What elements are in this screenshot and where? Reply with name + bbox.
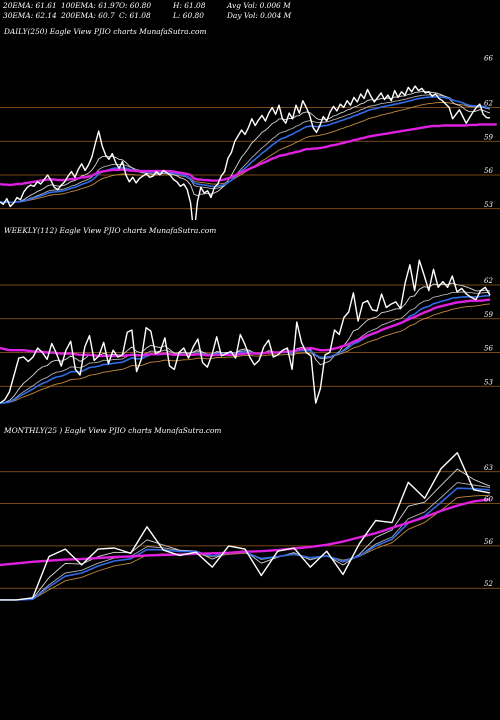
ema-blue-line [0, 95, 491, 204]
y-tick-label: 66 [484, 55, 493, 63]
wma-line [0, 123, 497, 187]
y-tick-label: 53 [484, 201, 493, 209]
ema100-stat: 100EMA: 61.97 [61, 1, 120, 10]
y-tick-label: 60 [484, 496, 493, 504]
daily-chart: 66 62 59 56 53 [0, 55, 500, 220]
wma-line [0, 298, 491, 358]
monthly-chart: 63 60 56 52 [0, 451, 500, 601]
day-vol-stat: Day Vol: 0.004 M [227, 10, 292, 20]
y-tick-label: 52 [484, 580, 493, 588]
open-stat: O: 60.80 [119, 1, 152, 10]
ema-mid-line [0, 94, 491, 203]
header-stats: 20EMA: 61.61 100EMA: 61.97 O: 60.80 H: 6… [3, 1, 291, 20]
price-line [0, 451, 491, 601]
high-stat: H: 61.08 [173, 1, 206, 10]
y-tick-label: 56 [484, 538, 493, 546]
y-tick-label: 56 [484, 167, 493, 175]
close-stat: C: 61.08 [119, 10, 151, 20]
y-tick-label: 63 [484, 464, 493, 472]
low-stat: L: 60.80 [173, 10, 204, 20]
y-tick-label: 53 [484, 378, 493, 386]
ema-blue-line [0, 294, 490, 404]
y-tick-label: 59 [484, 133, 493, 141]
stats-row-2: 30EMA: 62.14 200EMA: 60.7 C: 61.08 L: 60… [3, 11, 291, 21]
y-tick-label: 59 [484, 311, 493, 319]
ema30-stat: 30EMA: 62.14 [3, 10, 57, 20]
ema-mid-line [0, 482, 491, 601]
ema-blue-line [0, 487, 491, 601]
stats-row-1: 20EMA: 61.61 100EMA: 61.97 O: 60.80 H: 6… [3, 1, 291, 11]
ema20-stat: 20EMA: 61.61 [3, 1, 57, 10]
ema-slow-line [0, 303, 491, 404]
weekly-chart-title: WEEKLY(112) Eagle View PJIO charts Munaf… [4, 226, 217, 235]
price-line [0, 259, 491, 404]
y-tick-label: 62 [484, 277, 493, 285]
monthly-chart-title: MONTHLY(25 ) Eagle View PJIO charts Muna… [4, 426, 222, 435]
daily-chart-title: DAILY(250) Eagle View PJIO charts Munafa… [4, 27, 207, 36]
ema-slow-line [0, 494, 491, 601]
wma-line [0, 498, 491, 567]
y-tick-label: 56 [484, 345, 493, 353]
weekly-chart: 62 59 56 53 [0, 259, 500, 404]
y-tick-label: 62 [484, 100, 493, 108]
ema-fast-line [0, 91, 491, 204]
price-line [0, 85, 491, 220]
avg-vol-stat: Avg Vol: 0.006 M [227, 1, 291, 10]
ema200-stat: 200EMA: 60.7 [61, 10, 115, 20]
ema-fast-line [0, 468, 491, 601]
ema-fast-line [0, 282, 491, 404]
